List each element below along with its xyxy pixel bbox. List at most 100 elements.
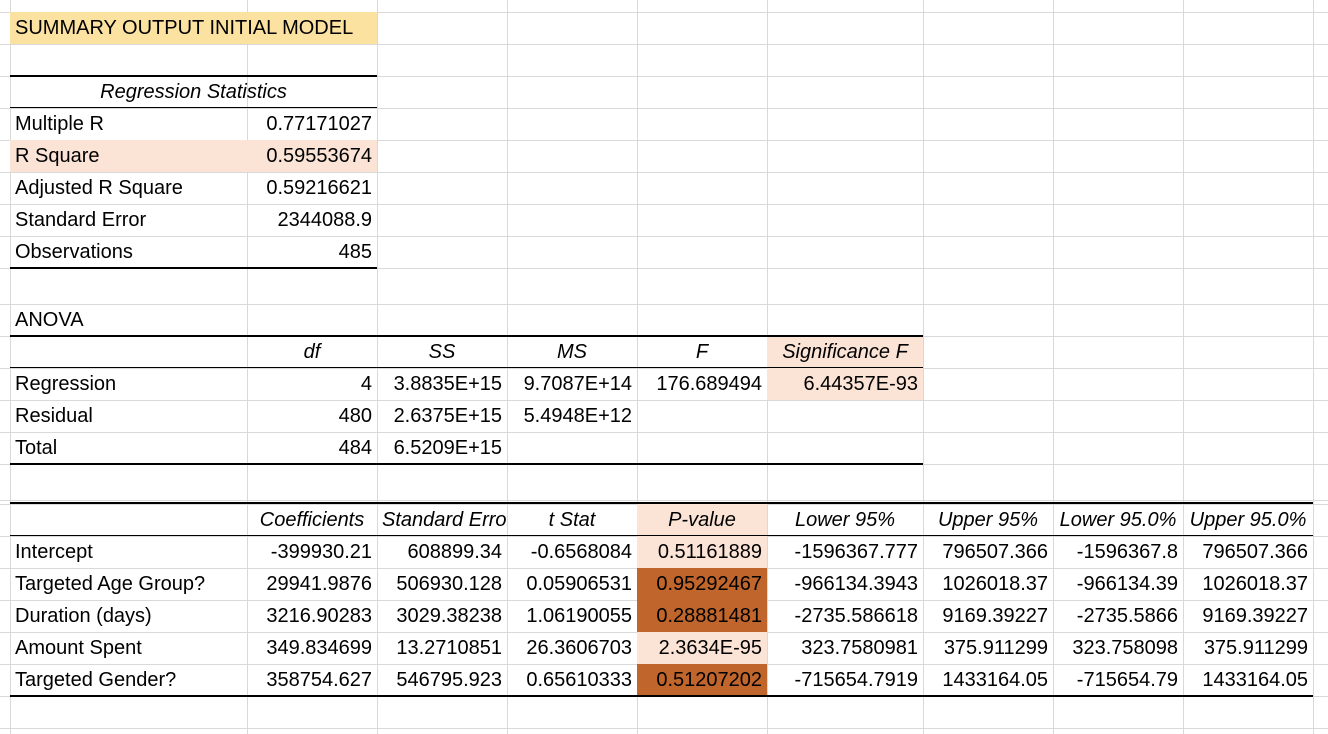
anova-row-label[interactable]: Residual xyxy=(15,405,93,427)
coef-row-label[interactable]: Targeted Gender? xyxy=(15,669,177,691)
p-value-fill-4 xyxy=(637,664,767,696)
anova-cell[interactable]: 480 xyxy=(338,405,372,427)
coef-cell[interactable]: 323.7580981 xyxy=(801,637,918,659)
anova-row-label[interactable]: Total xyxy=(15,437,58,459)
coef-cell[interactable]: 0.05906531 xyxy=(526,573,632,595)
coef-cell[interactable]: 1433164.05 xyxy=(1202,669,1308,691)
gridline-row-15 xyxy=(0,500,1328,501)
coef-header[interactable]: Lower 95% xyxy=(794,509,896,531)
coef-header[interactable]: Upper 95% xyxy=(937,509,1039,531)
coef-cell[interactable]: 375.911299 xyxy=(943,637,1048,659)
anova-cell[interactable]: 4 xyxy=(360,373,372,395)
stat-value[interactable]: 0.77171027 xyxy=(266,113,372,135)
stat-label[interactable]: Adjusted R Square xyxy=(15,177,183,199)
anova-cell[interactable]: 6.5209E+15 xyxy=(393,437,502,459)
coef-row-label[interactable]: Amount Spent xyxy=(15,637,142,659)
anova-cell[interactable]: 484 xyxy=(338,437,372,459)
gridline-row-6 xyxy=(0,204,1328,205)
coef-cell[interactable]: 3029.38238 xyxy=(396,605,502,627)
stat-value[interactable]: 2344088.9 xyxy=(277,209,372,231)
anova-cell[interactable]: 176.689494 xyxy=(656,373,762,395)
anova-row-label[interactable]: Regression xyxy=(15,373,117,395)
anova-cell[interactable]: 2.6375E+15 xyxy=(393,405,502,427)
coef-cell[interactable]: -2735.586618 xyxy=(794,605,918,627)
stat-label[interactable]: Observations xyxy=(15,241,133,263)
gridline-row-23 xyxy=(0,728,1328,729)
anova-cell[interactable]: 3.8835E+15 xyxy=(393,373,502,395)
coef-cell[interactable]: -1596367.8 xyxy=(1076,541,1178,563)
anova-header[interactable]: df xyxy=(303,341,321,363)
stats-bottom-border xyxy=(10,267,377,269)
coef-cell[interactable]: 1433164.05 xyxy=(942,669,1048,691)
coef-top-border xyxy=(10,502,1313,504)
anova-cell[interactable]: 6.44357E-93 xyxy=(803,373,918,395)
coef-cell[interactable]: 9169.39227 xyxy=(942,605,1048,627)
anova-bottom-border xyxy=(10,463,923,465)
coef-cell[interactable]: -0.6568084 xyxy=(530,541,632,563)
coef-cell[interactable]: 0.51161889 xyxy=(657,541,762,563)
stat-value[interactable]: 0.59216621 xyxy=(266,177,372,199)
coef-cell[interactable]: 13.2710851 xyxy=(396,637,502,659)
coef-header[interactable]: P-value xyxy=(668,509,736,531)
coef-header[interactable]: Coefficients xyxy=(259,509,365,531)
coef-cell[interactable]: 358754.627 xyxy=(266,669,372,691)
summary-title[interactable]: SUMMARY OUTPUT INITIAL MODEL xyxy=(15,17,354,39)
coef-cell[interactable]: -715654.79 xyxy=(1076,669,1178,691)
anova-header[interactable]: SS xyxy=(428,341,456,363)
coef-cell[interactable]: 3216.90283 xyxy=(266,605,372,627)
gridline-row-8 xyxy=(0,268,1328,269)
stat-label[interactable]: R Square xyxy=(15,145,100,167)
anova-cell[interactable]: 9.7087E+14 xyxy=(523,373,632,395)
coef-cell[interactable]: 1026018.37 xyxy=(1202,573,1308,595)
coef-cell[interactable]: -399930.21 xyxy=(270,541,372,563)
anova-label[interactable]: ANOVA xyxy=(15,309,84,331)
coef-row-label[interactable]: Duration (days) xyxy=(15,605,152,627)
stat-value[interactable]: 0.59553674 xyxy=(266,145,372,167)
stat-label[interactable]: Multiple R xyxy=(15,113,104,135)
coef-cell[interactable]: 1026018.37 xyxy=(942,573,1048,595)
r-square-fill xyxy=(10,140,377,172)
anova-header-border xyxy=(10,367,923,368)
coef-cell[interactable]: 608899.34 xyxy=(407,541,502,563)
coef-cell[interactable]: 0.65610333 xyxy=(526,669,632,691)
coef-cell[interactable]: 9169.39227 xyxy=(1202,605,1308,627)
stat-label[interactable]: Standard Error xyxy=(15,209,147,231)
anova-cell[interactable]: 5.4948E+12 xyxy=(523,405,632,427)
coef-header[interactable]: Standard Error xyxy=(382,509,507,531)
coef-cell[interactable]: 506930.128 xyxy=(396,573,502,595)
coef-cell[interactable]: -966134.39 xyxy=(1076,573,1178,595)
p-value-header-fill xyxy=(637,504,767,536)
coef-header[interactable]: t Stat xyxy=(548,509,596,531)
coef-cell[interactable]: 349.834699 xyxy=(266,637,372,659)
coef-cell[interactable]: 375.911299 xyxy=(1203,637,1308,659)
coef-row-label[interactable]: Intercept xyxy=(15,541,93,563)
coef-cell[interactable]: -966134.3943 xyxy=(794,573,918,595)
coef-cell[interactable]: -1596367.777 xyxy=(794,541,918,563)
coef-cell[interactable]: 323.758098 xyxy=(1072,637,1178,659)
coef-cell[interactable]: 2.3634E-95 xyxy=(658,637,762,659)
gridline-row-11 xyxy=(0,368,1328,369)
coef-cell[interactable]: -715654.7919 xyxy=(794,669,918,691)
coef-cell[interactable]: 0.51207202 xyxy=(656,669,762,691)
coef-cell[interactable]: 796507.366 xyxy=(942,541,1048,563)
coef-cell[interactable]: 0.28881481 xyxy=(656,605,762,627)
anova-header[interactable]: F xyxy=(695,341,709,363)
coef-cell[interactable]: 796507.366 xyxy=(1202,541,1308,563)
coef-bottom-border xyxy=(10,695,1313,697)
gridline-row-4 xyxy=(0,140,1328,141)
coef-cell[interactable]: -2735.5866 xyxy=(1076,605,1178,627)
stats-top-border xyxy=(10,75,377,77)
coef-cell[interactable]: 0.95292467 xyxy=(656,573,762,595)
coef-cell[interactable]: 26.3606703 xyxy=(526,637,632,659)
coef-header[interactable]: Upper 95.0% xyxy=(1189,509,1307,531)
coef-row-label[interactable]: Targeted Age Group? xyxy=(15,573,206,595)
anova-header[interactable]: Significance F xyxy=(782,341,908,363)
coef-cell[interactable]: 29941.9876 xyxy=(266,573,372,595)
coef-header[interactable]: Lower 95.0% xyxy=(1059,509,1177,531)
coef-cell[interactable]: 546795.923 xyxy=(396,669,502,691)
stat-value[interactable]: 485 xyxy=(338,241,372,263)
anova-header[interactable]: MS xyxy=(557,341,587,363)
regression-statistics-header[interactable]: Regression Statistics xyxy=(100,81,287,103)
coef-cell[interactable]: 1.06190055 xyxy=(526,605,632,627)
